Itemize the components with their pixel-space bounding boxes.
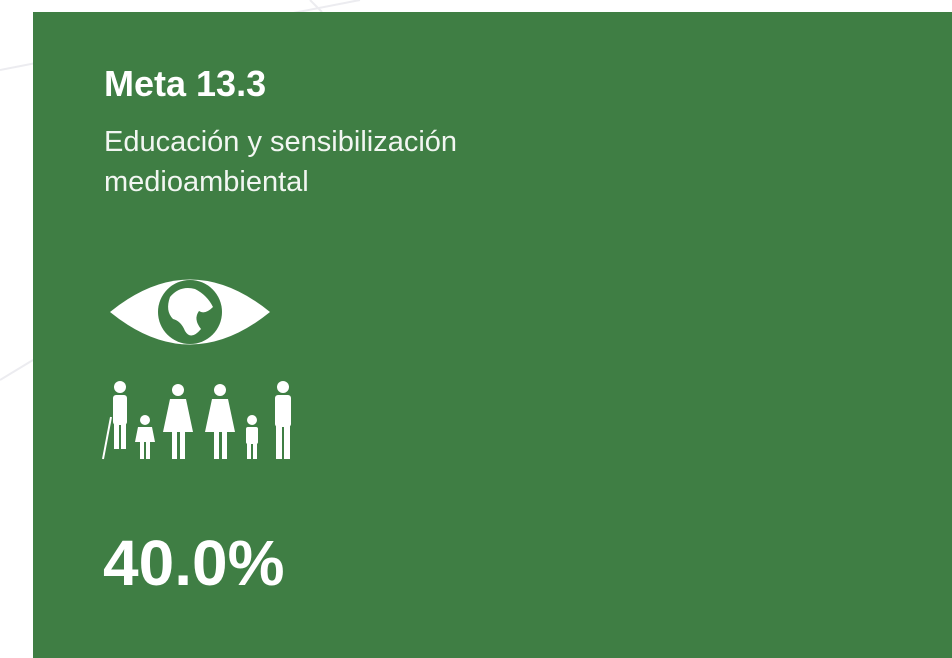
card-subtitle: Educación y sensibilización medioambient… — [104, 126, 458, 198]
education-icon — [102, 279, 291, 460]
card: Meta 13.3 Educación y sensibilización me… — [33, 12, 952, 658]
card-title: Meta 13.3 — [104, 63, 267, 104]
card-value: 40.0% — [103, 527, 285, 599]
